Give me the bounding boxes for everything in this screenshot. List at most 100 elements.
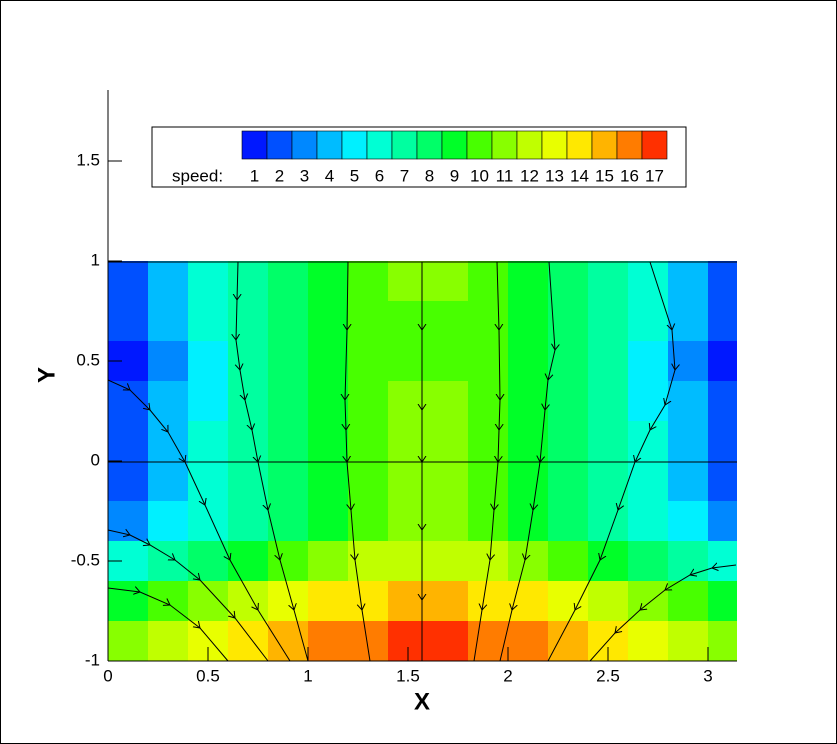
contour-cell [108, 621, 149, 662]
contour-cell [468, 621, 509, 662]
y-tick-label: -0.5 [71, 550, 100, 569]
contour-cell [628, 501, 669, 542]
contour-cell [708, 341, 737, 382]
legend-swatch [391, 130, 418, 160]
contour-cell [108, 421, 149, 462]
streamlines [107, 261, 737, 662]
contour-cell [468, 381, 509, 422]
contour-cell [628, 421, 669, 462]
contour-cell [548, 541, 589, 582]
contour-cell [428, 621, 469, 662]
x-axis-label: X [414, 688, 430, 715]
contour-cell [348, 301, 389, 342]
contour-cell [588, 341, 629, 382]
contour-cell [348, 621, 389, 662]
contour-cell [348, 341, 389, 382]
contour-cell [268, 261, 309, 302]
contour-cell [188, 341, 229, 382]
x-tick-label: 1.5 [396, 666, 420, 685]
x-tick-label: 2.5 [596, 666, 620, 685]
legend-label: 6 [375, 166, 384, 185]
contour-cell [148, 261, 189, 302]
contour-cell [148, 341, 189, 382]
contour-cell [148, 621, 189, 662]
contour-cell [188, 261, 229, 302]
contour-cell [428, 581, 469, 622]
contour-cell [628, 301, 669, 342]
legend-label: 4 [325, 166, 334, 185]
contour-cell [628, 461, 669, 502]
contour-cell [708, 461, 737, 502]
legend-label: 12 [520, 166, 539, 185]
streamline [107, 530, 269, 662]
contour-cell [428, 421, 469, 462]
contour-cell [708, 421, 737, 462]
contour-cell [628, 621, 669, 662]
contour-cell [588, 261, 629, 302]
legend-swatch [516, 130, 543, 160]
contour-cell [668, 581, 709, 622]
contour-cell [468, 421, 509, 462]
contour-cell [428, 301, 469, 342]
contour-cell [228, 581, 269, 622]
legend-swatch [616, 130, 643, 160]
contour-cell [468, 301, 509, 342]
contour-cell [508, 541, 549, 582]
contour-cell [668, 261, 709, 302]
x-tick-label: 2 [503, 666, 512, 685]
contour-cell [268, 461, 309, 502]
legend: 1 2 3 4 5 6 7 8 9 10 11 12 13 14 15 16 17 [241, 130, 668, 185]
streamline [473, 261, 500, 662]
contour-cell [188, 581, 229, 622]
contour-cell [148, 461, 189, 502]
y-axis-label: Y [33, 367, 60, 383]
contour-cell [428, 381, 469, 422]
x-tick-label: 3 [703, 666, 712, 685]
contour-cell [468, 541, 509, 582]
contour-cell [668, 421, 709, 462]
contour-cell [348, 261, 389, 302]
contour-cell [228, 301, 269, 342]
contour-cell [548, 341, 589, 382]
streamline [107, 588, 229, 662]
contour-cell [588, 421, 629, 462]
contour-cell [508, 301, 549, 342]
contour-cell [668, 621, 709, 662]
contour-cell [268, 381, 309, 422]
x-tick-label: 0.5 [196, 666, 220, 685]
contour-cell [228, 541, 269, 582]
contour-cell [148, 421, 189, 462]
contour-cell [308, 541, 349, 582]
contour-field [108, 261, 737, 662]
contour-cell [188, 421, 229, 462]
contour-cell [148, 501, 189, 542]
contour-cell [628, 261, 669, 302]
legend-label: 10 [470, 166, 489, 185]
contour-cell [268, 341, 309, 382]
x-tick-label: 0 [103, 666, 112, 685]
contour-cell [428, 501, 469, 542]
legend-label: 17 [645, 166, 664, 185]
contour-cell [548, 381, 589, 422]
contour-cell [668, 301, 709, 342]
y-tick-label: -1 [85, 650, 100, 669]
contour-cell [148, 581, 189, 622]
legend-swatch [641, 130, 668, 160]
legend-swatch [491, 130, 518, 160]
contour-cell [268, 301, 309, 342]
legend-swatch [566, 130, 593, 160]
contour-cell [188, 301, 229, 342]
legend-swatch [266, 130, 293, 160]
contour-cell [308, 421, 349, 462]
contour-cell [548, 261, 589, 302]
legend-label: 16 [620, 166, 639, 185]
contour-cell [508, 341, 549, 382]
contour-cell [428, 541, 469, 582]
contour-cell [668, 501, 709, 542]
legend-label: 13 [545, 166, 564, 185]
contour-cell [708, 381, 737, 422]
x-tick-label: 1 [303, 666, 312, 685]
contour-cell [308, 581, 349, 622]
legend-label: 1 [250, 166, 259, 185]
contour-cell [468, 261, 509, 302]
